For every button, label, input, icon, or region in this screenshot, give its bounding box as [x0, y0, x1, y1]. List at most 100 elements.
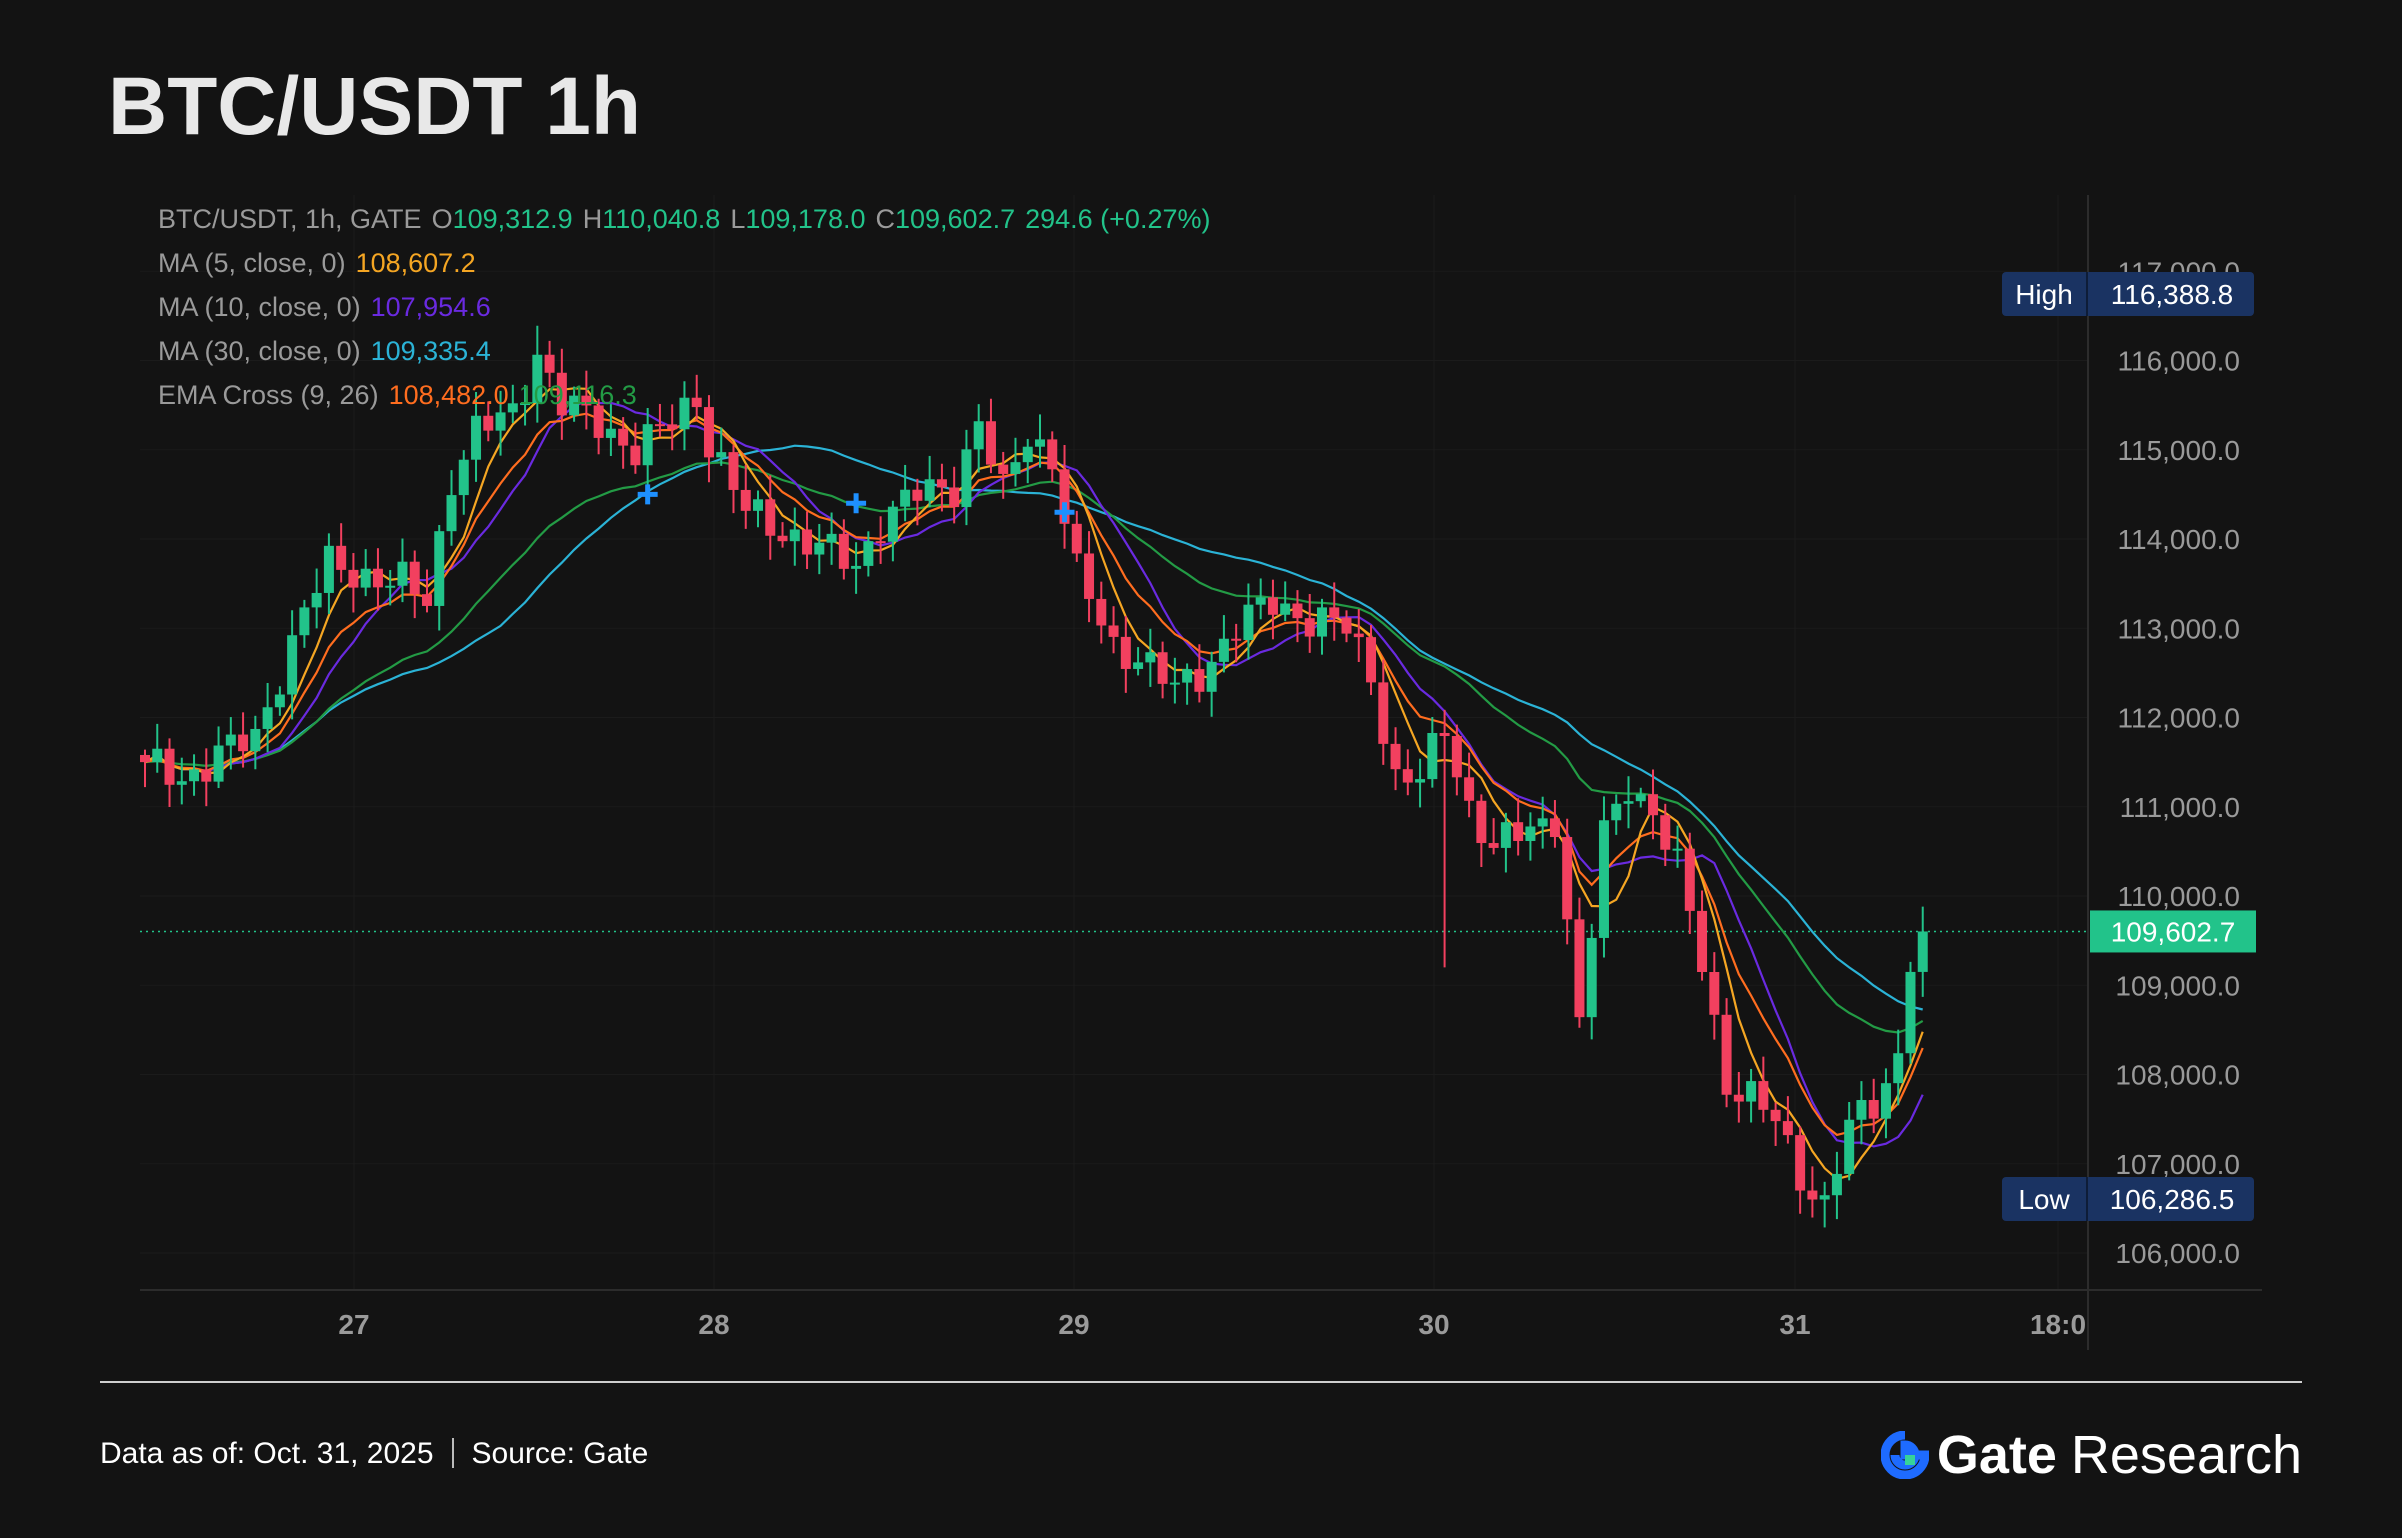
legend-l-label: L [730, 204, 746, 234]
candle-up [274, 694, 285, 708]
candle-up [1880, 1083, 1891, 1119]
ma30-line [144, 444, 1923, 1011]
candle-down [1660, 815, 1671, 850]
candle-down [1366, 637, 1377, 683]
candle-up [397, 561, 408, 586]
candle-down [544, 354, 555, 373]
candle-down [1390, 743, 1401, 770]
candle-down [1549, 818, 1560, 838]
x-tick-label: 18:0 [2030, 1309, 2086, 1340]
candle-up [1623, 801, 1634, 804]
y-tick-label: 107,000.0 [2115, 1149, 2240, 1180]
candle-down [1120, 636, 1131, 669]
candle-down [667, 424, 678, 430]
x-tick-label: 31 [1779, 1309, 1810, 1340]
candle-down [838, 533, 849, 569]
candle-up [814, 542, 825, 555]
y-tick-label: 109,000.0 [2115, 970, 2240, 1001]
candle-down [765, 499, 776, 536]
candle-up [973, 421, 984, 450]
candle-up [360, 568, 371, 588]
candle-down [691, 397, 702, 408]
y-tick-label: 108,000.0 [2115, 1060, 2240, 1091]
y-tick-label: 110,000.0 [2118, 881, 2241, 912]
candle-down [1513, 822, 1524, 841]
candle-up [1145, 652, 1156, 663]
legend-ma5-row: MA (5, close, 0) 108,607.2 [158, 248, 486, 279]
candle-down [1574, 919, 1585, 1018]
candle-down [1733, 1094, 1744, 1102]
candle-up [1218, 638, 1229, 662]
candle-down [421, 594, 432, 606]
candle-up [1243, 604, 1254, 641]
x-tick-label: 28 [698, 1309, 729, 1340]
candle-down [1488, 843, 1499, 848]
legend-close-value: 109,602.7 [894, 204, 1016, 234]
candle-down [581, 395, 592, 406]
candle-down [1807, 1190, 1818, 1200]
candle-up [1672, 848, 1683, 851]
candle-up [863, 541, 874, 566]
y-tick-label: 106,000.0 [2115, 1238, 2240, 1269]
candle-down [777, 535, 788, 542]
legend-o-label: O [431, 204, 453, 234]
legend-ema-value-1: 108,482.0 [388, 380, 509, 410]
candle-down [201, 769, 212, 782]
candle-down [483, 415, 494, 431]
candle-down [1292, 603, 1303, 619]
ma10-line [144, 399, 1924, 1148]
candle-up [213, 745, 224, 782]
candle-down [1194, 669, 1205, 692]
legend-c-label: C [875, 204, 895, 234]
candle-down [1084, 553, 1095, 599]
candle-down [912, 489, 923, 501]
footer-source-label: Source: [471, 1437, 575, 1470]
candle-down [1071, 523, 1082, 554]
candle-down [348, 569, 359, 588]
candle-up [851, 565, 862, 569]
candle-down [1464, 777, 1475, 801]
candle-down [1096, 598, 1107, 626]
legend-open-value: 109,312.9 [452, 204, 573, 234]
candle-down [1721, 1014, 1732, 1095]
legend-h-label: H [582, 204, 603, 234]
low-tag [2002, 1177, 2254, 1221]
candle-down [1562, 837, 1573, 920]
legend-ma5-label: MA (5, close, 0) [158, 248, 346, 278]
y-tick-label: 113,000.0 [2118, 613, 2241, 644]
candle-up [569, 395, 580, 416]
y-tick-label: 116,000.0 [2118, 346, 2241, 377]
legend-ma10-value: 107,954.6 [370, 292, 491, 322]
candle-up [789, 529, 800, 542]
candle-up [471, 415, 482, 460]
candle-down [1047, 439, 1058, 470]
candle-down [1709, 972, 1720, 1015]
legend-ma30-label: MA (30, close, 0) [158, 336, 361, 366]
y-tick-label: 111,000.0 [2120, 792, 2240, 823]
candle-up [900, 489, 911, 507]
candle-up [532, 354, 543, 404]
candle-down [1697, 910, 1708, 973]
candle-up [176, 781, 187, 785]
legend-ma5-value: 108,607.2 [355, 248, 476, 278]
candle-down [336, 545, 347, 570]
x-tick-label: 27 [338, 1309, 369, 1340]
candle-down [164, 748, 175, 785]
legend-ema-row: EMA Cross (9, 26) 108,482.0 109,116.3 [158, 380, 647, 411]
footer-divider [100, 1381, 2302, 1383]
y-tick-label: 112,000.0 [2118, 703, 2241, 734]
candle-down [985, 421, 996, 465]
candle-down [1341, 617, 1352, 634]
candles [140, 325, 1928, 1228]
candle-up [507, 403, 518, 413]
last-price-tag [2090, 910, 2256, 953]
y-tick-label: 115,000.0 [2118, 435, 2241, 466]
candle-down [1329, 607, 1340, 618]
candle-up [385, 585, 396, 588]
candle-down [1439, 732, 1450, 737]
footer-source: Data as of: Oct. 31, 2025 Source: Gate [100, 1437, 648, 1471]
candle-up [520, 403, 531, 406]
candle-up [961, 449, 972, 508]
candle-up [642, 424, 653, 466]
candle-down [998, 464, 1009, 474]
